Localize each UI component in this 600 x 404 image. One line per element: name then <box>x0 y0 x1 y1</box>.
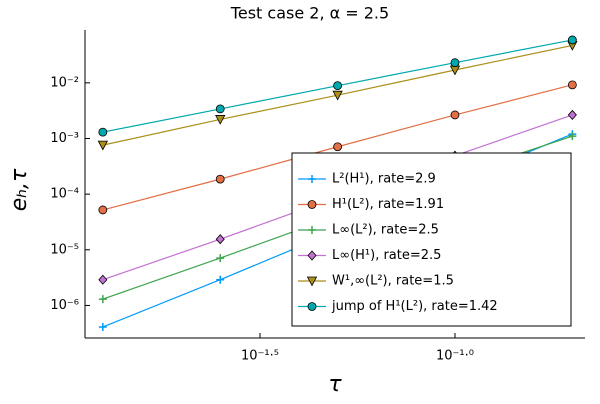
legend: L²(H¹), rate=2.9 H¹(L²), rate=1.91 L∞(L²),… <box>291 152 572 327</box>
legend-box <box>291 152 572 327</box>
legend-marker <box>307 250 317 261</box>
marker <box>98 127 108 137</box>
marker <box>215 234 225 245</box>
marker <box>216 254 225 263</box>
marker <box>215 174 225 184</box>
marker <box>216 275 225 284</box>
legend-marker <box>307 302 317 311</box>
legend-marker <box>308 226 316 234</box>
marker <box>97 140 109 151</box>
legend-marker <box>307 200 317 209</box>
legend-label: L∞(L²), rate=2.5 <box>332 223 439 238</box>
marker <box>450 58 460 68</box>
legend-marker <box>306 276 318 287</box>
legend-label: W¹,∞(L²), rate=1.5 <box>332 274 454 289</box>
marker <box>98 322 107 331</box>
legend-marker <box>308 175 316 183</box>
y-tick-label: 10⁻⁵ <box>50 242 79 257</box>
legend-label: L²(H¹), rate=2.9 <box>332 172 436 187</box>
x-tick-label: 10⁻¹·⁰ <box>436 349 474 364</box>
marker <box>98 295 107 304</box>
marker <box>333 142 343 152</box>
y-tick-label: 10⁻³ <box>50 131 79 146</box>
y-tick-label: 10⁻² <box>50 75 79 90</box>
marker <box>568 132 577 141</box>
marker <box>215 104 225 114</box>
x-axis-label: τ <box>328 372 342 397</box>
y-tick-label: 10⁻⁴ <box>50 187 79 202</box>
marker <box>450 110 460 120</box>
x-tick-label: 10⁻¹·⁵ <box>241 349 279 364</box>
legend-label: jump of H¹(L²), rate=1.42 <box>331 299 498 314</box>
chart-title: Test case 2, α = 2.5 <box>230 4 389 23</box>
marker <box>332 90 343 101</box>
marker <box>567 80 577 90</box>
marker <box>333 81 343 91</box>
marker <box>567 109 577 121</box>
legend-label: H¹(L²), rate=1.91 <box>332 197 444 212</box>
marker <box>98 274 108 285</box>
y-tick-label: 10⁻⁶ <box>50 298 79 313</box>
marker <box>215 115 226 125</box>
marker <box>567 35 577 45</box>
legend-label: L∞(H¹), rate=2.5 <box>332 248 441 263</box>
y-axis-label: eₕ,τ <box>7 168 32 211</box>
marker <box>98 205 108 215</box>
